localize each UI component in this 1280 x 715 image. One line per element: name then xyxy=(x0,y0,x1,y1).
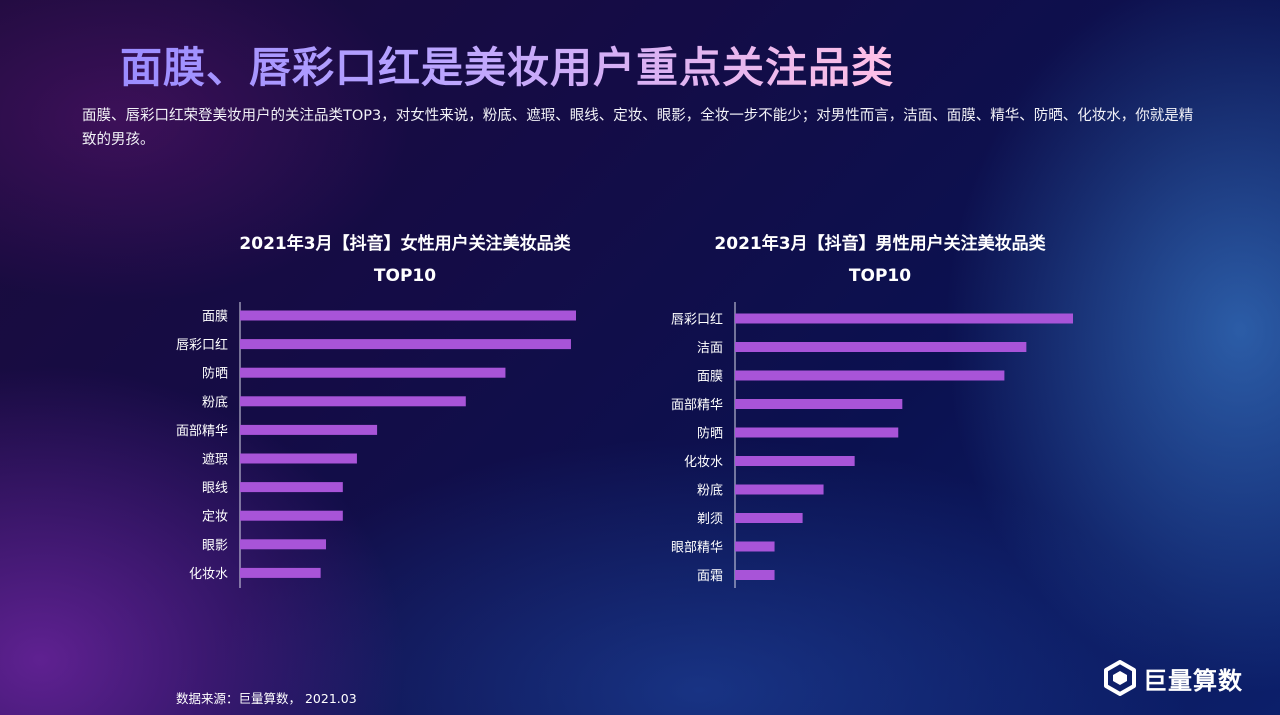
bar xyxy=(735,456,855,466)
bar xyxy=(240,453,357,464)
bar xyxy=(240,424,378,435)
bar xyxy=(735,484,824,495)
category-label: 粉底 xyxy=(697,483,723,499)
brand-logo: 巨量算数 xyxy=(1103,658,1243,698)
category-label: 洁面 xyxy=(697,341,723,356)
bar xyxy=(735,399,903,409)
category-label: 眼影 xyxy=(202,538,228,553)
bar xyxy=(735,342,1027,352)
bar xyxy=(735,513,803,523)
data-source: 数据来源：巨量算数， 2021.03 xyxy=(176,691,357,706)
category-label: 唇彩口红 xyxy=(176,337,228,353)
category-label: 面部精华 xyxy=(671,398,723,413)
male-chart-title-block: 2021年3月【抖音】男性用户关注美妆品类 TOP10 xyxy=(650,228,1110,292)
bar xyxy=(240,482,343,493)
bar xyxy=(240,396,466,407)
category-label: 面膜 xyxy=(697,370,723,385)
bar xyxy=(735,427,899,438)
male-chart-title: 2021年3月【抖音】男性用户关注美妆品类 xyxy=(714,234,1046,254)
category-label: 剃须 xyxy=(697,512,723,527)
page-description: 面膜、唇彩口红荣登美妆用户的关注品类TOP3，对女性来说，粉底、遮瑕、眼线、定妆… xyxy=(82,108,1194,148)
category-label: 定妆 xyxy=(202,510,228,525)
category-label: 面部精华 xyxy=(176,424,228,439)
bar xyxy=(240,539,327,550)
bar xyxy=(240,339,571,350)
bar xyxy=(735,370,1005,381)
category-label: 防晒 xyxy=(202,366,228,382)
category-label: 防晒 xyxy=(697,426,723,442)
bar xyxy=(240,510,343,521)
bar xyxy=(240,367,506,378)
category-label: 面霜 xyxy=(697,569,723,584)
female-chart-title: 2021年3月【抖音】女性用户关注美妆品类 xyxy=(239,234,571,254)
bar xyxy=(735,313,1073,324)
category-label: 唇彩口红 xyxy=(671,312,723,328)
bar xyxy=(240,567,321,578)
category-label: 眼线 xyxy=(202,481,228,496)
category-label: 眼部精华 xyxy=(671,541,723,556)
category-label: 粉底 xyxy=(202,394,228,410)
bar xyxy=(735,541,775,552)
page-title: 面膜、唇彩口红是美妆用户重点关注品类 xyxy=(120,34,894,95)
bar xyxy=(240,310,576,321)
brand-name: 巨量算数 xyxy=(1143,666,1243,695)
female-chart-title-block: 2021年3月【抖音】女性用户关注美妆品类 TOP10 xyxy=(175,228,635,292)
bar xyxy=(735,570,775,580)
hexagon-logo-icon xyxy=(1104,660,1136,696)
category-label: 化妆水 xyxy=(684,455,723,470)
category-label: 化妆水 xyxy=(189,567,228,582)
category-label: 面膜 xyxy=(202,310,228,325)
male-chart-subtitle: TOP10 xyxy=(848,266,912,286)
female-chart-subtitle: TOP10 xyxy=(373,266,437,286)
category-label: 遮瑕 xyxy=(202,452,228,468)
